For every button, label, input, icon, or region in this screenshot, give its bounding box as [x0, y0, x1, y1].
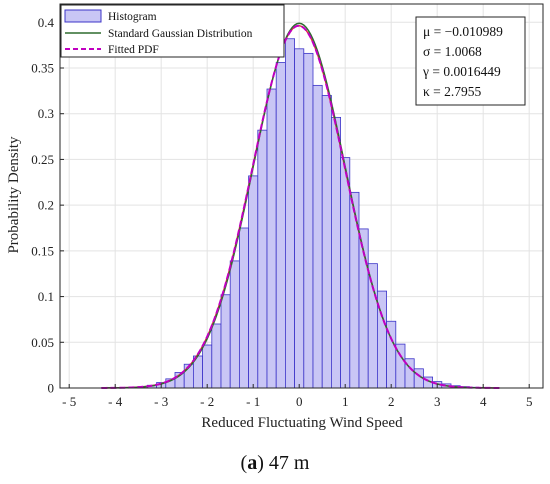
x-tick-label: - 2	[200, 394, 214, 409]
x-tick-label: 5	[526, 394, 533, 409]
y-tick-label: 0.15	[31, 243, 54, 258]
x-tick-label: 4	[480, 394, 487, 409]
histogram-bar	[220, 294, 231, 389]
statistics-frame	[415, 16, 526, 106]
y-tick-label: 0.1	[38, 289, 54, 304]
x-tick-label: 2	[388, 394, 395, 409]
caption-panel-letter: a	[247, 452, 258, 474]
y-tick-label: 0.05	[31, 335, 54, 350]
stat-mu: μ = −0.010989	[423, 24, 503, 39]
x-tick-label: - 3	[154, 394, 168, 409]
stat-kappa: κ = 2.7955	[423, 84, 482, 99]
y-tick-label: 0.4	[38, 15, 55, 30]
histogram-bar	[303, 52, 314, 389]
x-tick-label: - 4	[108, 394, 123, 409]
x-tick-label: 1	[342, 394, 349, 409]
legend: Histogram Standard Gaussian Distribution…	[60, 4, 285, 58]
histogram-bar	[229, 260, 240, 389]
histogram-bar	[257, 129, 268, 389]
tick-labels: - 5 - 4 - 3 - 2 - 1 0 1 2 3 4 5 0 0.05 0.1 0.15 0.2 0.25…	[31, 15, 532, 409]
y-tick-label: 0.35	[31, 61, 54, 76]
chart: - 5 - 4 - 3 - 2 - 1 0 1 2 3 4 5 0 0.05 0.1 0.15 0.2 0.25…	[6, 3, 544, 431]
y-tick-label: 0.25	[31, 152, 54, 167]
fitted-pdf-line	[101, 24, 500, 389]
histogram-bar	[238, 227, 249, 389]
histogram-bar	[294, 48, 305, 389]
stat-gamma: γ = 0.0016449	[422, 64, 501, 79]
x-tick-label: 0	[296, 394, 303, 409]
figure-caption: (a) 47 m	[240, 452, 310, 474]
y-axis-label: Probability Density	[6, 136, 22, 254]
caption-text: 47 m	[263, 452, 310, 474]
histogram-bar	[284, 38, 295, 389]
statistics-box: μ = −0.010989 σ = 1.0068 γ = 0.0016449 κ…	[415, 16, 526, 106]
x-axis-label: Reduced Fluctuating Wind Speed	[201, 415, 403, 431]
histogram-bar	[340, 157, 351, 389]
legend-histogram-label: Histogram	[108, 11, 157, 23]
legend-histogram-swatch	[64, 9, 102, 23]
histogram-bar	[321, 95, 332, 389]
histogram-bar	[367, 263, 378, 389]
histogram-bar	[330, 116, 341, 389]
histogram-bar	[266, 88, 277, 389]
histogram-bar	[202, 344, 213, 389]
histogram-bar	[275, 62, 286, 389]
y-tick-label: 0	[48, 381, 55, 396]
legend-fitted-label: Fitted PDF	[108, 44, 159, 56]
y-tick-label: 0.2	[38, 198, 54, 213]
y-tick-label: 0.3	[38, 106, 54, 121]
x-tick-label: - 5	[62, 394, 76, 409]
plot-frame	[59, 3, 544, 389]
histogram-bar	[211, 323, 222, 389]
curves-layer	[101, 22, 500, 389]
x-tick-label: - 1	[246, 394, 260, 409]
legend-gaussian-label: Standard Gaussian Distribution	[108, 28, 253, 40]
stat-sigma: σ = 1.0068	[423, 44, 482, 59]
x-tick-label: 3	[434, 394, 441, 409]
histogram-bars	[101, 38, 498, 389]
histogram-bar	[312, 84, 323, 389]
histogram-bar	[248, 175, 259, 389]
